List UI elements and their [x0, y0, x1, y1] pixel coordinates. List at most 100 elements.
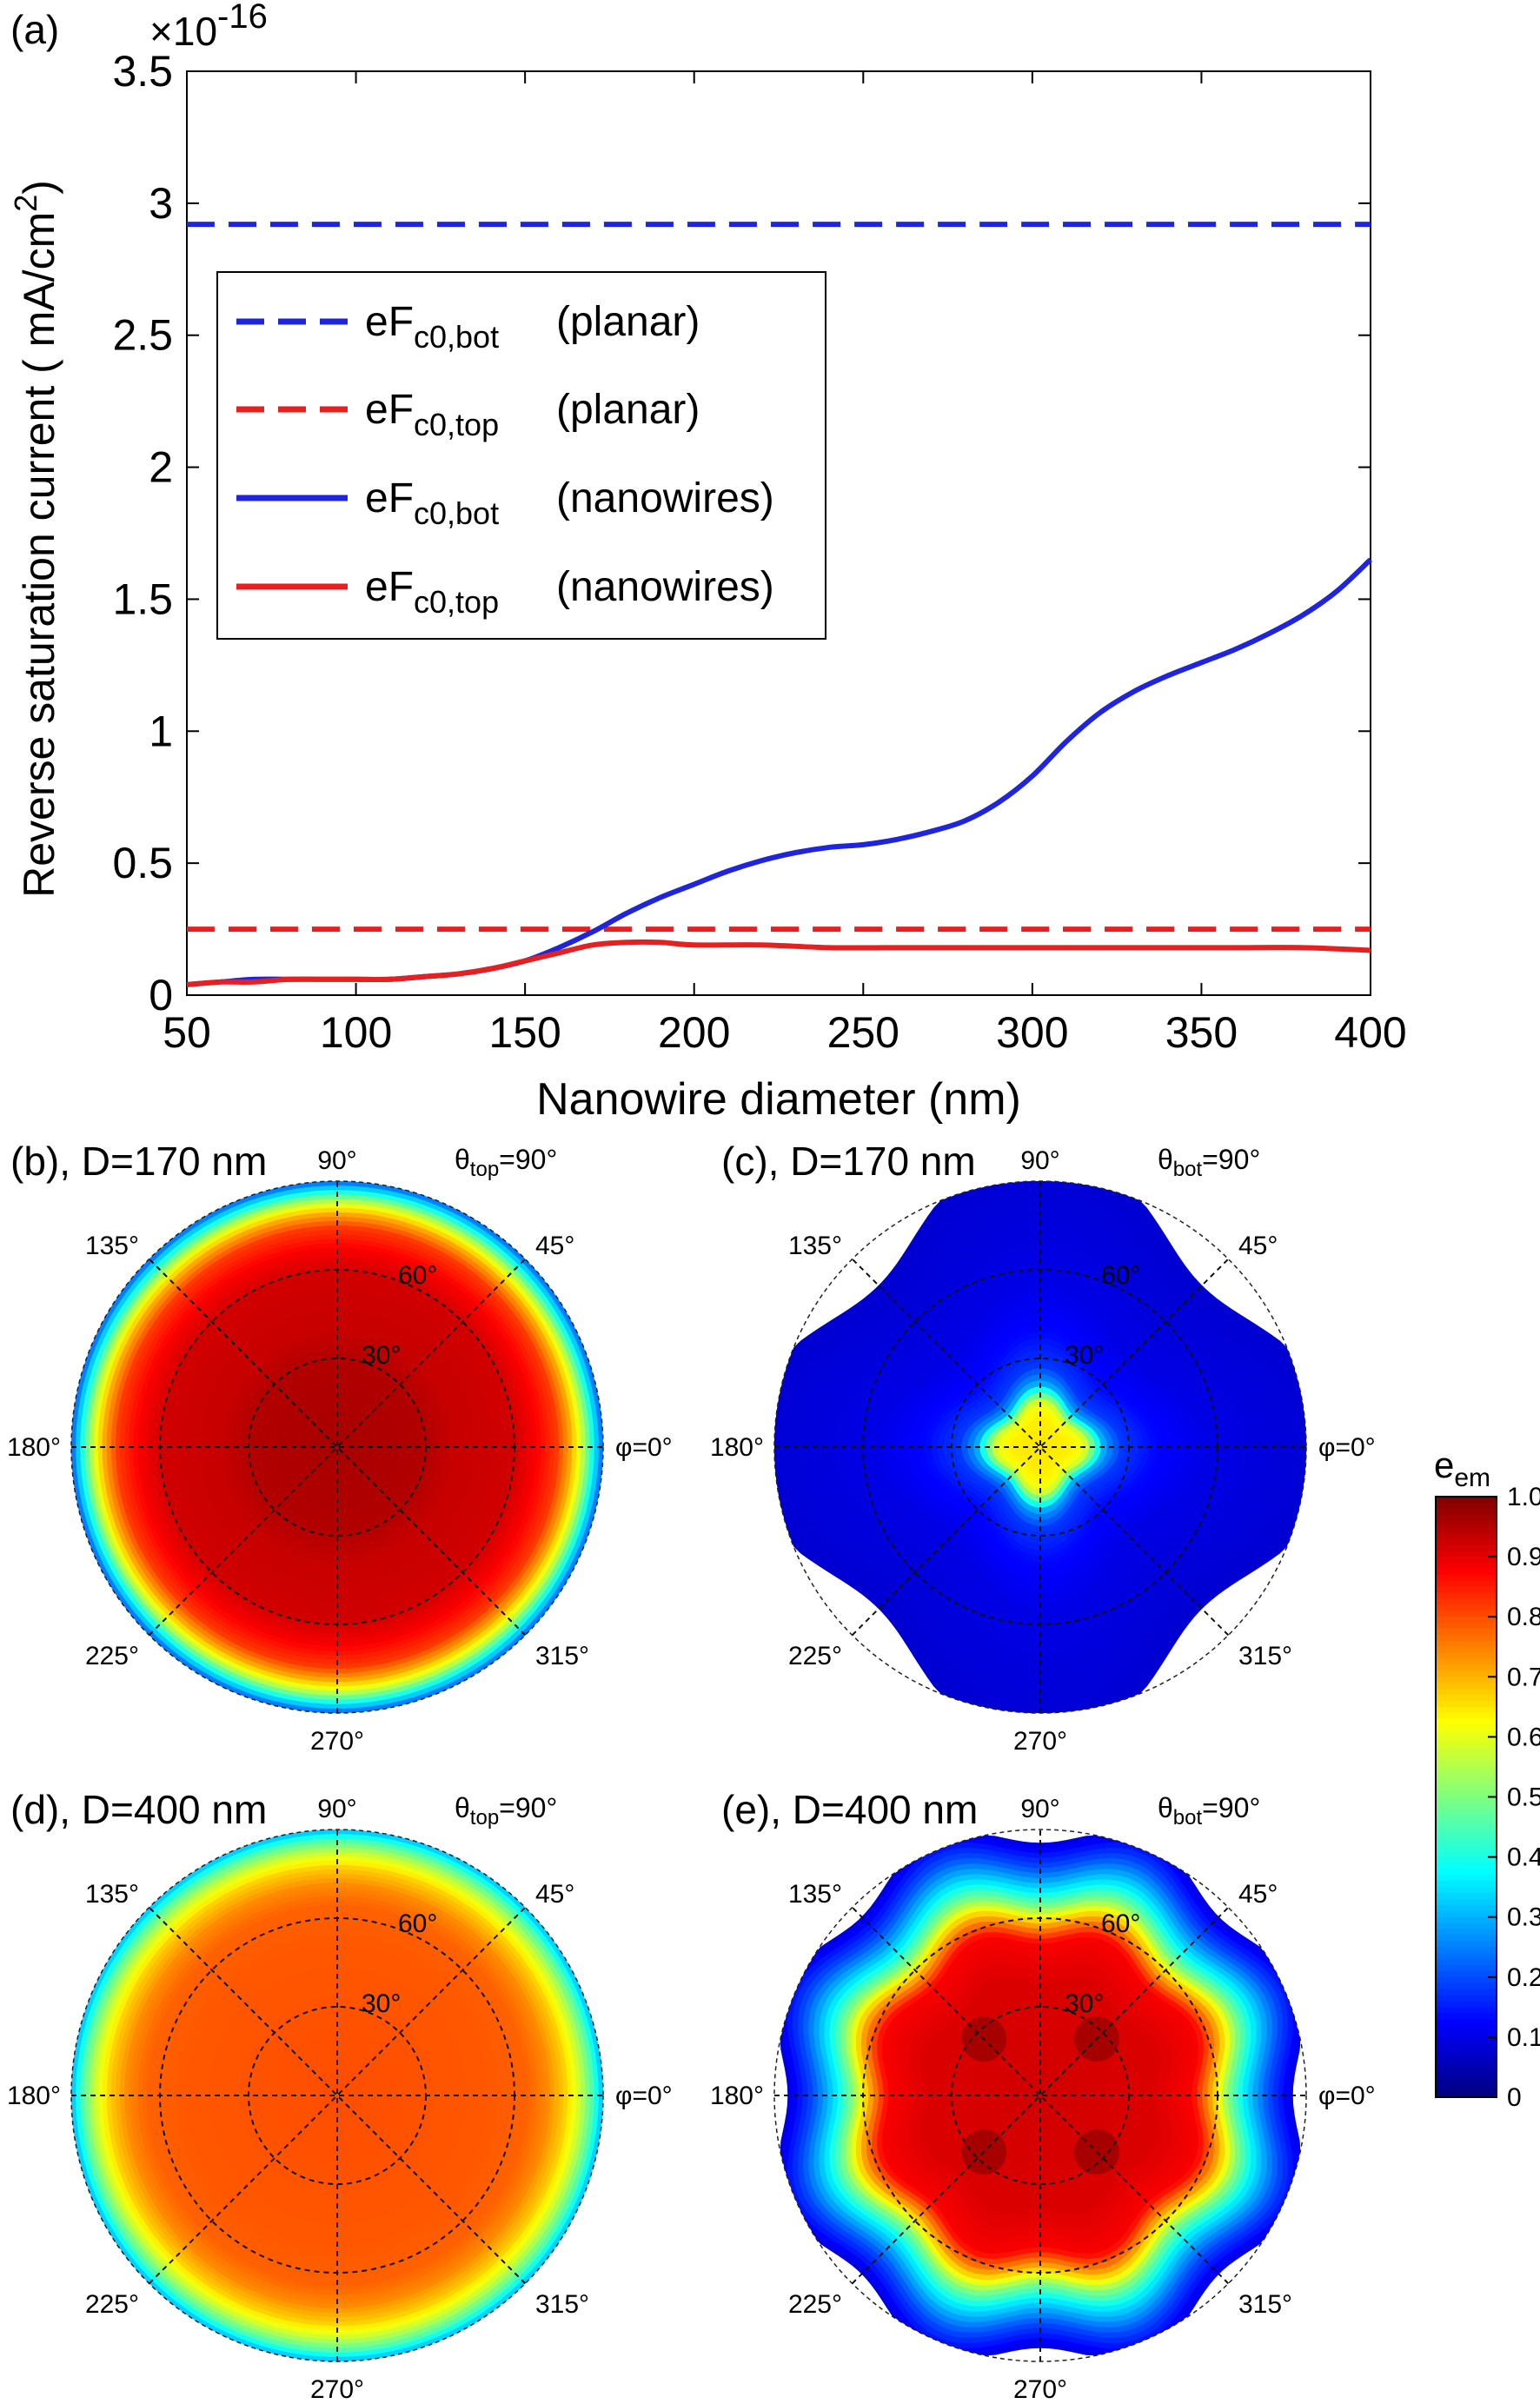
colorbar-segment: [1436, 1563, 1497, 1570]
colorbar-segment: [1436, 1803, 1497, 1810]
ring-label-60: 60°: [398, 1909, 437, 1938]
polar-grid-spoke: [148, 1906, 527, 2285]
colorbar-segment: [1436, 1821, 1497, 1828]
colorbar-tick-label: 0.1: [1507, 2023, 1540, 2052]
angle-label-a0: φ=0°: [1318, 2082, 1376, 2110]
colorbar-segment: [1436, 1646, 1497, 1654]
angle-label-a90: 90°: [317, 1795, 356, 1823]
colorbar-segment: [1436, 2001, 1497, 2008]
colorbar-segment: [1436, 2042, 1497, 2050]
x-tick-label: 400: [1334, 1008, 1406, 1057]
colorbar-segment: [1436, 1923, 1497, 1930]
colorbar-segment: [1436, 1784, 1497, 1792]
y-tick-label: 0: [149, 971, 173, 1019]
panel-label-b: (b), D=170 nm: [10, 1139, 267, 1184]
colorbar-segment: [1436, 2055, 1497, 2062]
panel-label-d: (d), D=400 nm: [10, 1787, 267, 1832]
colorbar-segment: [1436, 1832, 1497, 1840]
colorbar-segment: [1436, 2007, 1497, 2014]
colorbar-segment: [1436, 1887, 1497, 1894]
colorbar-segment: [1436, 1629, 1497, 1636]
colorbar-segment: [1436, 1935, 1497, 1942]
polar-grid-spoke: [148, 1906, 527, 2285]
colorbar-segment: [1436, 1766, 1497, 1774]
colorbar-segment: [1436, 1989, 1497, 1996]
x-tick-label: 200: [658, 1008, 730, 1057]
angle-label-a90: 90°: [317, 1146, 356, 1175]
colorbar-segment: [1436, 1574, 1497, 1582]
colorbar-tick-label: 0.9: [1507, 1543, 1540, 1571]
colorbar-segment: [1436, 1592, 1497, 1600]
angle-label-a0: φ=0°: [615, 2082, 673, 2110]
colorbar-segment: [1436, 1898, 1497, 1906]
colorbar: eem 1.0 0.9 0.8 0.7 0.6 0.5 0.4 0.3 0.2 0.1 0: [1434, 1444, 1540, 2112]
ring-label-30: 30°: [362, 1341, 401, 1370]
colorbar-segment: [1436, 2061, 1497, 2069]
angle-label-a45: 45°: [535, 1232, 574, 1260]
colorbar-tick-label: 0.7: [1507, 1663, 1540, 1691]
colorbar-segment: [1436, 1683, 1497, 1690]
ring-label-60: 60°: [398, 1261, 437, 1290]
colorbar-tick-label: 1.0: [1507, 1483, 1540, 1511]
colorbar-tick-label: 0: [1507, 2083, 1522, 2112]
angle-label-a135: 135°: [85, 1880, 139, 1909]
axis-ticks: 50 100 150 200 250 300 350 400 0 0.5 1 1.5 2 2.5 3 3.5: [112, 47, 1406, 1057]
angle-label-a225: 225°: [788, 1642, 842, 1670]
polar-panel-c: (c), D=170 nm 30° 60° 90° 270° 180° φ=0° 45° 135…: [710, 1139, 1376, 1756]
colorbar-tick-label: 0.4: [1507, 1843, 1540, 1872]
y-tick-label: 1: [149, 707, 173, 755]
y-tick-label: 2.5: [112, 311, 173, 360]
colorbar-segment: [1436, 1526, 1497, 1534]
colorbar-segment: [1436, 1941, 1497, 1948]
colorbar-tick-label: 0.6: [1507, 1723, 1540, 1751]
angle-label-a180: 180°: [7, 2082, 61, 2110]
ring-label-60: 60°: [1101, 1909, 1140, 1938]
polar-grid-spoke: [851, 1258, 1230, 1637]
colorbar-segment: [1436, 1544, 1497, 1551]
angle-label-a45: 45°: [1238, 1232, 1278, 1260]
ring-label-30: 30°: [1065, 1341, 1104, 1370]
angle-label-a135: 135°: [788, 1880, 842, 1909]
colorbar-segment: [1436, 1598, 1497, 1605]
angle-label-a90: 90°: [1020, 1146, 1059, 1175]
exponent-label: ×10-16: [149, 0, 268, 54]
colorbar-segment: [1436, 1809, 1497, 1816]
x-tick-label: 100: [320, 1008, 392, 1057]
legend-entry-planar-top: eFc0,top (planar): [365, 387, 700, 442]
angle-label-a315: 315°: [1238, 2290, 1292, 2319]
legend-box: [216, 271, 826, 640]
colorbar-segment: [1436, 1749, 1497, 1756]
colorbar-segment: [1436, 1929, 1497, 1936]
colorbar-segment: [1436, 1953, 1497, 1960]
colorbar-segment: [1436, 1689, 1497, 1696]
colorbar-segment: [1436, 1695, 1497, 1702]
panel-label-c: (c), D=170 nm: [721, 1139, 976, 1184]
colorbar-segment: [1436, 1856, 1497, 1864]
colorbar-segment: [1436, 1863, 1497, 1870]
colorbar-segment: [1436, 1850, 1497, 1858]
colorbar-segment: [1436, 1652, 1497, 1660]
theta-label: θbot=90°: [1158, 1144, 1260, 1181]
colorbar-segment: [1436, 1875, 1497, 1882]
theta-label: θbot=90°: [1158, 1792, 1260, 1830]
colorbar-segment: [1436, 1658, 1497, 1666]
colorbar-segment: [1436, 2030, 1497, 2038]
polar-grid-spoke: [851, 1906, 1230, 2285]
colorbar-segment: [1436, 1970, 1497, 1978]
x-tick-label: 150: [488, 1008, 561, 1057]
legend-entry-nanowires-bot: eFc0,bot (nanowires): [365, 475, 774, 531]
y-tick-label: 2: [149, 443, 173, 492]
colorbar-segment: [1436, 1520, 1497, 1528]
colorbar-segment: [1436, 1844, 1497, 1852]
angle-label-a180: 180°: [710, 2082, 764, 2110]
angle-label-a0: φ=0°: [1318, 1433, 1376, 1462]
colorbar-segment: [1436, 1700, 1497, 1708]
colorbar-segment: [1436, 1532, 1497, 1539]
colorbar-segment: [1436, 1718, 1497, 1726]
x-axis-title: Nanowire diameter (nm): [536, 1074, 1021, 1125]
polar-grid-spoke: [851, 1258, 1230, 1637]
angle-label-a270: 270°: [310, 1727, 364, 1756]
legend: eFc0,bot (planar) eFc0,top (planar) eFc0,b…: [216, 271, 826, 640]
colorbar-segment: [1436, 1976, 1497, 1984]
